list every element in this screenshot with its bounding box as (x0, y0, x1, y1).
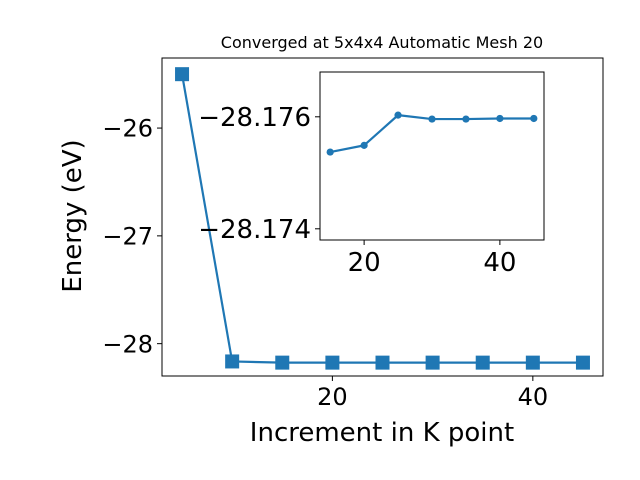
data-point (475, 355, 490, 370)
x-axis-label: Increment in K point (250, 418, 514, 448)
y-axis-label: Energy (eV) (58, 139, 88, 292)
x-tick-label: 40 (518, 383, 549, 411)
main-plot: 20 40 −26 −27 −28 (102, 57, 604, 411)
data-point (175, 67, 190, 82)
data-point (575, 355, 590, 370)
x-tick-label: 20 (317, 383, 348, 411)
inset-y-tick-label: −28.176 (198, 103, 311, 133)
inset-data-point (496, 114, 504, 123)
inset-x-tick-label: 40 (483, 248, 516, 278)
inset-axes-frame (319, 71, 545, 241)
y-tick-label: −27 (102, 223, 153, 251)
y-tick-label: −28 (102, 330, 153, 358)
y-tick-label: −26 (102, 115, 153, 143)
data-point (325, 355, 340, 370)
data-point (375, 355, 390, 370)
axes-frame (161, 57, 604, 377)
inset-data-point (360, 141, 368, 149)
chart-title: Converged at 5x4x4 Automatic Mesh 20 (221, 33, 543, 52)
data-point (425, 355, 440, 370)
inset-y-tick-label: −28.174 (198, 215, 311, 245)
inset-data-point (428, 115, 436, 123)
data-point (525, 355, 540, 370)
inset-background (320, 72, 544, 240)
inset-data-point (394, 111, 402, 119)
data-point (225, 354, 240, 369)
inset-data-point (530, 114, 538, 123)
inset-plot: 20 40 −28.176 −28.174 (198, 71, 545, 278)
data-point (275, 355, 290, 370)
inset-x-tick-label: 20 (348, 248, 381, 278)
inset-data-point (326, 148, 334, 156)
inset-data-point (462, 115, 470, 123)
